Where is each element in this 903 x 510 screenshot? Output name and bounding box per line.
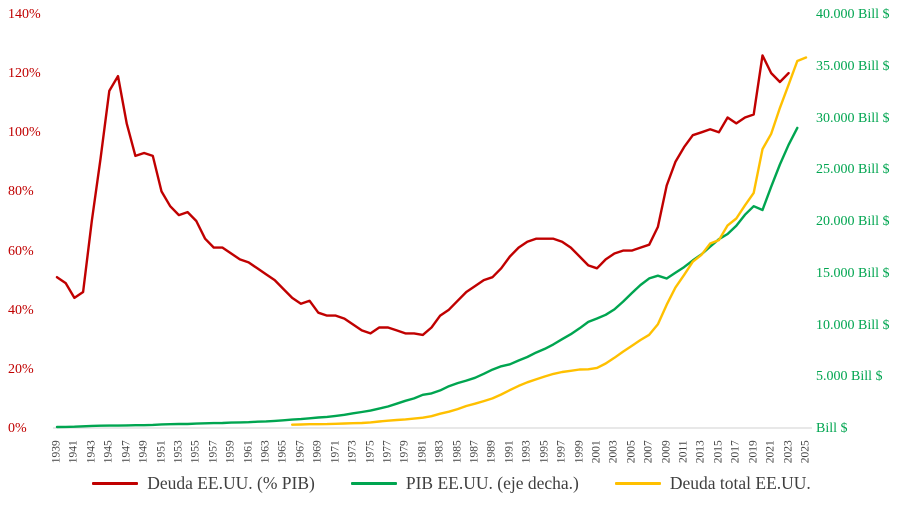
- legend-label-deuda-pct-pib: Deuda EE.UU. (% PIB): [147, 473, 315, 493]
- legend-line-green-icon: [350, 482, 397, 485]
- legend-line-red-icon: [92, 482, 139, 485]
- legend: Deuda EE.UU. (% PIB) PIB EE.UU. (eje dec…: [0, 473, 903, 494]
- legend-item-pib: PIB EE.UU. (eje decha.): [350, 473, 579, 494]
- legend-label-pib: PIB EE.UU. (eje decha.): [405, 473, 579, 493]
- legend-label-deuda-total: Deuda total EE.UU.: [669, 473, 811, 493]
- legend-line-yellow-icon: [614, 482, 661, 485]
- series-line-deuda-total: [291, 56, 808, 426]
- legend-item-deuda-total: Deuda total EE.UU.: [614, 473, 811, 494]
- series-line-pib: [55, 126, 799, 429]
- series-line-deuda-pct-pib: [55, 54, 790, 337]
- legend-item-deuda-pct-pib: Deuda EE.UU. (% PIB): [92, 473, 315, 494]
